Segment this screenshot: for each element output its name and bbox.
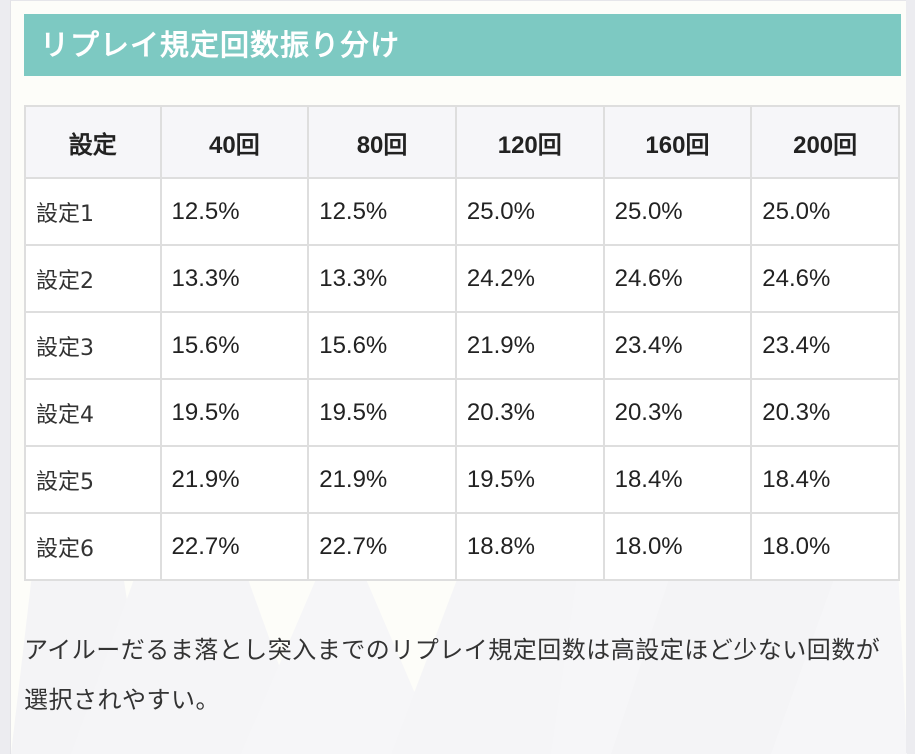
table-cell: 22.7%	[159, 512, 310, 581]
table-cell: 18.4%	[750, 445, 900, 514]
table-row: 設定6 22.7% 22.7% 18.8% 18.0% 18.0%	[24, 512, 900, 581]
table-row: 設定4 19.5% 19.5% 20.3% 20.3% 20.3%	[24, 378, 900, 447]
table-cell: 24.2%	[454, 244, 605, 313]
table-row: 設定2 13.3% 13.3% 24.2% 24.6% 24.6%	[24, 244, 900, 313]
row-label: 設定3	[24, 311, 162, 380]
table-cell: 18.8%	[454, 512, 605, 581]
table-cell: 25.0%	[750, 177, 900, 246]
table-header-row: 設定 40回 80回 120回 160回 200回	[24, 105, 900, 179]
table-cell: 20.3%	[602, 378, 753, 447]
column-header-80: 80回	[307, 105, 457, 179]
table-row: 設定1 12.5% 12.5% 25.0% 25.0% 25.0%	[24, 177, 900, 246]
row-label: 設定4	[24, 378, 162, 447]
page-right-edge	[906, 0, 915, 753]
row-label: 設定1	[24, 177, 162, 246]
table-cell: 19.5%	[454, 445, 605, 514]
table-cell: 25.0%	[602, 177, 753, 246]
table-cell: 24.6%	[602, 244, 753, 313]
table-cell: 21.9%	[307, 445, 457, 514]
table-row: 設定3 15.6% 15.6% 21.9% 23.4% 23.4%	[24, 311, 900, 380]
row-label: 設定5	[24, 445, 162, 514]
table-cell: 13.3%	[159, 244, 310, 313]
table-cell: 23.4%	[750, 311, 900, 380]
table-cell: 22.7%	[307, 512, 457, 581]
row-label: 設定2	[24, 244, 162, 313]
table-cell: 18.0%	[602, 512, 753, 581]
table-cell: 15.6%	[159, 311, 310, 380]
table-cell: 21.9%	[454, 311, 605, 380]
table-cell: 15.6%	[307, 311, 457, 380]
table-row: 設定5 21.9% 21.9% 19.5% 18.4% 18.4%	[24, 445, 900, 514]
table-cell: 18.4%	[602, 445, 753, 514]
table-cell: 20.3%	[454, 378, 605, 447]
table-cell: 24.6%	[750, 244, 900, 313]
table-cell: 23.4%	[602, 311, 753, 380]
column-header-160: 160回	[602, 105, 753, 179]
row-label: 設定6	[24, 512, 162, 581]
table-cell: 21.9%	[159, 445, 310, 514]
section-heading: リプレイ規定回数振り分け	[24, 14, 901, 76]
table-cell: 12.5%	[159, 177, 310, 246]
table-cell: 19.5%	[159, 378, 310, 447]
table-cell: 19.5%	[307, 378, 457, 447]
table-cell: 13.3%	[307, 244, 457, 313]
article-card: リプレイ規定回数振り分け 設定 40回 80回 120回 160回 200回 設…	[10, 0, 907, 754]
description-paragraph: アイルーだるま落とし突入までのリプレイ規定回数は高設定ほど少ない回数が選択されや…	[24, 636, 881, 714]
column-header-200: 200回	[750, 105, 900, 179]
table-cell: 25.0%	[454, 177, 605, 246]
column-header-setting: 設定	[24, 105, 162, 179]
column-header-120: 120回	[454, 105, 605, 179]
table-cell: 18.0%	[750, 512, 900, 581]
replay-count-distribution-table: 設定 40回 80回 120回 160回 200回 設定1 12.5% 12.5…	[24, 105, 900, 581]
table-cell: 20.3%	[750, 378, 900, 447]
table-cell: 12.5%	[307, 177, 457, 246]
column-header-40: 40回	[159, 105, 310, 179]
